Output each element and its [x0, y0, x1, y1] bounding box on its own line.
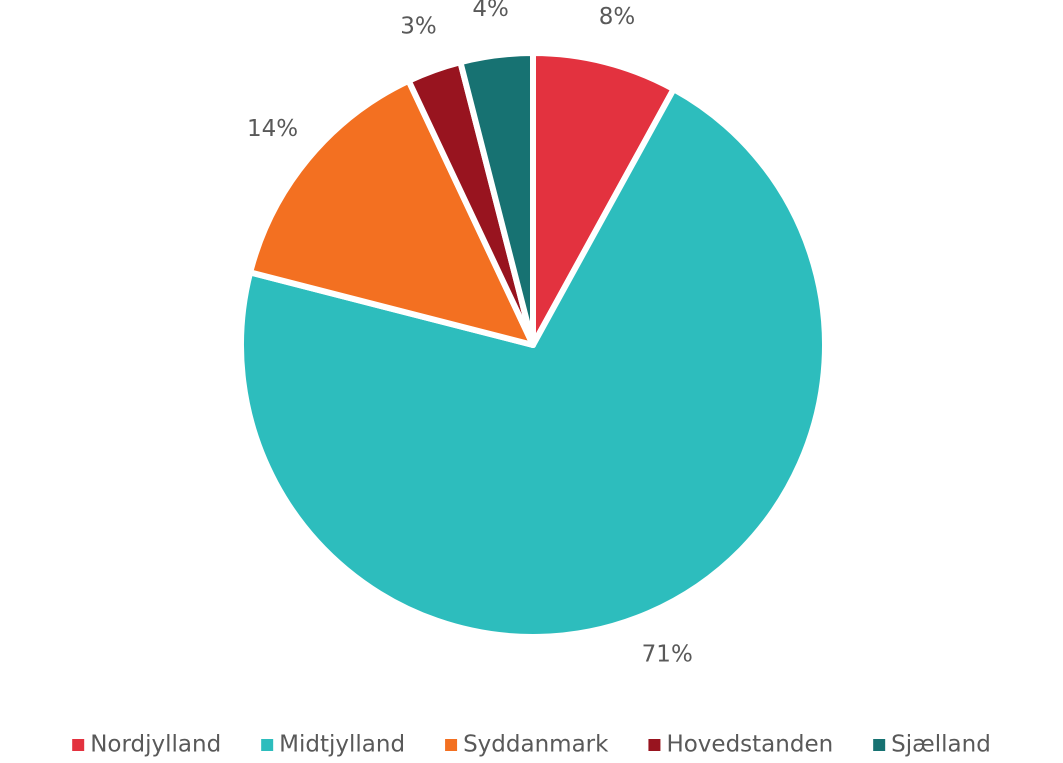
legend-swatch — [445, 739, 458, 751]
pie-slice — [530, 50, 677, 348]
legend-label: Midtjylland — [279, 732, 405, 758]
data-label: 8% — [599, 4, 636, 30]
legend-swatch — [648, 739, 661, 751]
legend-label: Nordjylland — [90, 732, 221, 758]
pie-slice — [247, 77, 536, 348]
legend-label: Syddanmark — [463, 732, 609, 758]
legend-label: Hovedstanden — [666, 732, 833, 758]
legend-label: Sjælland — [891, 732, 991, 758]
legend-swatch — [873, 739, 886, 751]
data-label: 14% — [247, 116, 298, 142]
legend-swatch — [72, 739, 85, 751]
pie-slice — [457, 50, 536, 348]
pie-slice — [238, 86, 828, 640]
data-label: 4% — [472, 0, 509, 22]
legend-swatch — [261, 739, 274, 751]
data-label: 71% — [642, 642, 693, 668]
data-label: 3% — [400, 13, 437, 39]
